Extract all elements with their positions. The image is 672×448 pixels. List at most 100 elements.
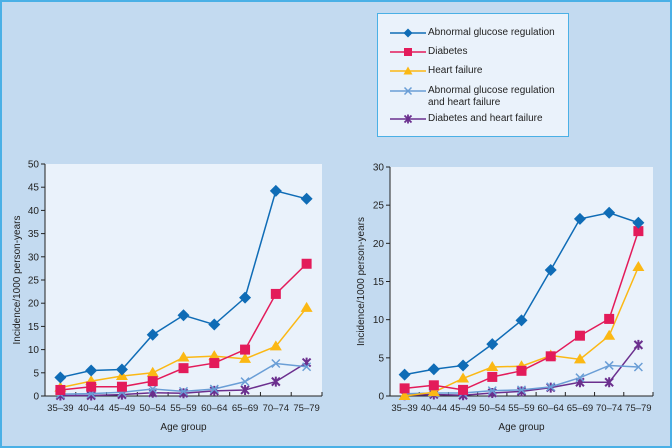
data-point-diamond [398, 368, 411, 381]
data-point-square [604, 313, 615, 324]
y-tick-label: 15 [28, 322, 40, 333]
x-axis-label: Age group [160, 422, 207, 433]
data-point-square [428, 380, 439, 391]
data-point-square [458, 384, 469, 395]
legend: Abnormal glucose regulation Diabetes Hea… [377, 13, 569, 137]
data-point-square [399, 383, 410, 394]
data-point-x [546, 382, 556, 392]
data-point-square [86, 381, 97, 392]
x-tick-label: 75–79 [293, 403, 319, 414]
data-point-diamond [300, 192, 313, 205]
data-point-star [271, 376, 281, 387]
data-point-triangle [457, 372, 470, 383]
data-point-diamond [269, 184, 282, 197]
x-tick-label: 50–54 [479, 403, 505, 414]
y-tick-label: 0 [378, 392, 384, 403]
x-axis-label: Age group [498, 422, 545, 433]
series-0 [398, 206, 645, 381]
data-point-triangle [603, 329, 616, 340]
data-point-diamond [573, 212, 586, 225]
x-tick-label: 40–44 [421, 403, 447, 414]
x-tick-label: 50–54 [140, 403, 166, 414]
series-4 [55, 357, 312, 401]
data-point-diamond [146, 328, 159, 341]
data-point-square [55, 384, 66, 395]
plot-area [390, 167, 653, 396]
data-point-square [633, 226, 644, 237]
data-point-diamond [115, 363, 128, 376]
data-point-square [545, 351, 556, 362]
data-point-x [302, 362, 312, 372]
data-point-square [270, 288, 281, 299]
data-point-diamond [54, 371, 67, 384]
y-axis-label: Incidence/1000 person-years [356, 217, 367, 346]
data-point-triangle [486, 360, 499, 371]
y-tick-label: 45 [28, 183, 40, 194]
data-point-x [271, 358, 281, 369]
x-tick-label: 65–69 [232, 403, 258, 414]
data-point-triangle [146, 366, 159, 377]
data-point-square [574, 330, 585, 341]
x-tick-label: 45–49 [109, 403, 135, 414]
y-tick-label: 25 [28, 276, 40, 287]
y-tick-label: 35 [28, 229, 40, 240]
data-point-square [301, 258, 312, 269]
legend-label: Abnormal glucose regulation [428, 27, 555, 38]
x-tick-label: 70–74 [596, 403, 622, 414]
x-tick-label: 35–39 [47, 403, 73, 414]
y-tick-label: 15 [373, 277, 385, 288]
y-tick-label: 40 [28, 206, 40, 217]
y-axis-label: Incidence/1000 person-years [12, 216, 23, 345]
x-tick-label: 60–64 [538, 403, 564, 414]
data-point-star [604, 377, 614, 388]
data-point-x [240, 377, 250, 387]
data-point-square [116, 381, 127, 392]
data-point-x [633, 362, 643, 372]
data-point-diamond [603, 206, 616, 219]
data-point-diamond [544, 264, 557, 277]
data-point-diamond [85, 364, 98, 377]
x-tick-label: 70–74 [263, 403, 289, 414]
data-point-square [209, 358, 220, 369]
data-point-triangle [300, 301, 313, 312]
x-tick-label: 40–44 [78, 403, 104, 414]
x-tick-label: 65–69 [567, 403, 593, 414]
diamond-marker-icon [390, 28, 426, 38]
data-point-x [209, 384, 219, 394]
data-point-x [487, 386, 497, 396]
x-tick-label: 55–59 [170, 403, 196, 414]
y-tick-label: 10 [373, 315, 385, 326]
y-tick-label: 20 [373, 239, 385, 250]
data-point-triangle [573, 353, 586, 364]
x-marker-icon [390, 86, 426, 96]
data-point-diamond [239, 291, 252, 304]
x-tick-label: 75–79 [625, 403, 651, 414]
legend-label: Abnormal glucose regulation and heart fa… [428, 85, 555, 108]
data-point-triangle [398, 390, 411, 400]
x-tick-label: 60–64 [201, 403, 227, 414]
y-tick-label: 0 [33, 392, 39, 403]
data-point-x [604, 360, 614, 370]
y-tick-label: 30 [373, 163, 385, 174]
data-point-x [575, 373, 585, 383]
data-point-x [516, 385, 527, 395]
y-tick-label: 25 [373, 201, 385, 212]
data-point-diamond [177, 309, 190, 322]
y-tick-label: 5 [33, 368, 39, 379]
y-tick-label: 50 [28, 160, 40, 171]
data-point-triangle [269, 340, 282, 351]
x-tick-label: 45–49 [450, 403, 476, 414]
data-point-square [178, 363, 189, 374]
series-1 [399, 226, 644, 395]
data-point-diamond [208, 318, 221, 331]
data-point-diamond [632, 216, 645, 229]
data-point-diamond [515, 314, 528, 327]
legend-label: Diabetes and heart failure [428, 113, 543, 124]
legend-label: Heart failure [428, 65, 483, 76]
data-point-diamond [457, 359, 470, 372]
data-point-triangle [208, 350, 221, 361]
data-point-star [516, 386, 527, 397]
data-point-diamond [427, 363, 440, 376]
data-point-triangle [632, 260, 645, 271]
